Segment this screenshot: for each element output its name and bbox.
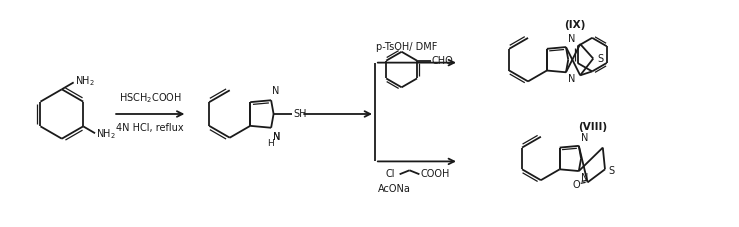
- Text: Cl: Cl: [386, 169, 395, 179]
- Text: H: H: [267, 139, 273, 148]
- Text: 4N HCl, reflux: 4N HCl, reflux: [117, 123, 184, 133]
- Text: NH$_2$: NH$_2$: [96, 127, 116, 141]
- Text: CHO: CHO: [432, 56, 454, 66]
- Text: N: N: [581, 173, 588, 183]
- Text: (IX): (IX): [564, 20, 585, 30]
- Text: N: N: [568, 74, 576, 84]
- Text: (VIII): (VIII): [578, 122, 607, 132]
- Text: N: N: [272, 86, 279, 96]
- Text: HSCH$_2$COOH: HSCH$_2$COOH: [119, 91, 182, 105]
- Text: AcONa: AcONa: [378, 184, 411, 194]
- Text: N: N: [273, 132, 281, 142]
- Text: COOH: COOH: [420, 169, 450, 179]
- Text: p-TsOH/ DMF: p-TsOH/ DMF: [376, 42, 437, 52]
- Text: SH: SH: [293, 109, 307, 119]
- Text: NH$_2$: NH$_2$: [75, 74, 95, 88]
- Text: S: S: [608, 166, 614, 176]
- Text: N: N: [568, 34, 576, 44]
- Text: N: N: [581, 133, 588, 143]
- Text: O: O: [572, 180, 579, 190]
- Text: N: N: [273, 132, 281, 142]
- Text: S: S: [597, 54, 603, 64]
